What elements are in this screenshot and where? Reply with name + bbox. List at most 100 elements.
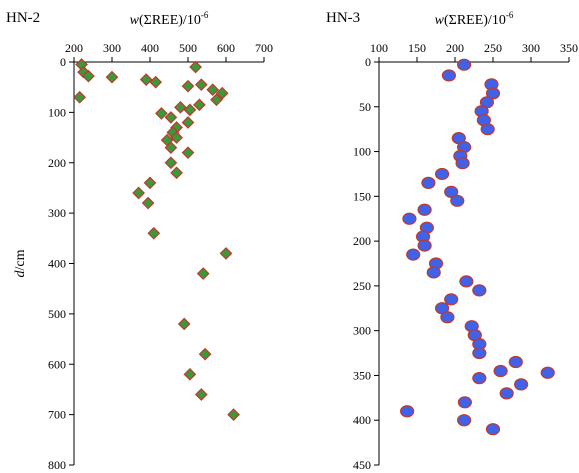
- data-point: [164, 141, 178, 154]
- data-point: [189, 60, 202, 74]
- x-tick-label: 700: [255, 41, 273, 55]
- data-point: [457, 414, 472, 427]
- y-tick-label: 300: [353, 324, 371, 338]
- data-point: [105, 70, 119, 84]
- data-point: [215, 86, 229, 100]
- x-tick-label: 350: [560, 41, 578, 55]
- data-point: [459, 275, 474, 288]
- y-tick-label: 350: [353, 368, 371, 382]
- data-point: [177, 317, 191, 331]
- data-point: [196, 267, 210, 280]
- data-point: [174, 100, 187, 114]
- data-point: [139, 73, 153, 86]
- data-point: [440, 311, 455, 324]
- x-axis-title: w(ΣREE)/10-6: [435, 10, 514, 28]
- data-point: [455, 157, 470, 170]
- data-point: [444, 293, 459, 306]
- x-tick-label: 200: [446, 41, 464, 55]
- data-point: [406, 248, 421, 261]
- y-tick-label: 700: [48, 408, 66, 422]
- data-point: [149, 75, 163, 89]
- data-point: [400, 405, 415, 418]
- data-point: [480, 123, 495, 136]
- data-point: [472, 372, 487, 385]
- data-point: [206, 83, 220, 97]
- data-point: [194, 78, 208, 92]
- data-point: [170, 131, 183, 144]
- data-point: [417, 203, 432, 216]
- data-point: [441, 69, 457, 82]
- data-point: [73, 90, 87, 104]
- data-point: [499, 387, 514, 400]
- y-tick-label: 50: [359, 100, 371, 114]
- data-point: [194, 388, 208, 401]
- x-tick-label: 300: [103, 41, 121, 55]
- x-tick-label: 600: [217, 41, 235, 55]
- data-point: [181, 79, 195, 93]
- data-point: [493, 364, 508, 378]
- data-point: [508, 355, 523, 369]
- data-point: [434, 167, 450, 181]
- data-point: [198, 347, 212, 361]
- data-point: [421, 176, 436, 189]
- y-tick-label: 500: [48, 307, 66, 321]
- x-tick-label: 500: [179, 41, 197, 55]
- data-point: [472, 346, 487, 360]
- data-point: [210, 93, 223, 107]
- data-point: [183, 103, 197, 117]
- data-point: [181, 146, 195, 160]
- x-axis-title: w(ΣREE)/10-6: [130, 10, 209, 28]
- data-point: [170, 166, 183, 180]
- y-tick-label: 800: [48, 458, 66, 472]
- y-tick-label: 600: [48, 357, 66, 371]
- panel-hn-2: HN-2 w(ΣREE)/10-6 200 300 400 500 600 700 0 100 20…: [6, 10, 273, 472]
- x-tick-label: 150: [408, 41, 426, 55]
- data-point: [417, 239, 432, 252]
- data-point: [485, 87, 501, 100]
- panel-hn-3: HN-3 w(ΣREE)/10-6 100 150 200 250 300 350 0 50 100…: [326, 10, 578, 472]
- data-point: [485, 423, 501, 436]
- y-tick-label: 150: [353, 189, 371, 203]
- data-point: [472, 284, 487, 297]
- data-point: [444, 185, 459, 198]
- y-tick-label: 0: [365, 55, 371, 69]
- data-point: [514, 378, 529, 391]
- y-tick-label: 0: [60, 55, 66, 69]
- data-point: [164, 156, 178, 170]
- y-tick-label: 400: [353, 413, 371, 427]
- data-point: [450, 194, 465, 207]
- data-point: [147, 226, 161, 240]
- y-tick-label: 300: [48, 206, 66, 220]
- data-point: [193, 98, 206, 112]
- panel-label: HN-2: [6, 10, 40, 26]
- y-axis-title: d/cm: [13, 249, 28, 277]
- data-point: [457, 396, 472, 409]
- y-tick-label: 250: [353, 279, 371, 293]
- y-tick-label: 200: [353, 234, 371, 248]
- x-tick-label: 100: [370, 41, 388, 55]
- data-point: [402, 212, 417, 225]
- y-tick-label: 450: [353, 458, 371, 472]
- x-tick-label: 300: [522, 41, 540, 55]
- data-point: [426, 266, 441, 279]
- y-tick-label: 200: [48, 156, 66, 170]
- data-point: [132, 186, 145, 200]
- data-point: [219, 247, 233, 260]
- data-point: [183, 367, 197, 381]
- data-point: [540, 366, 555, 379]
- y-tick-label: 100: [48, 105, 66, 119]
- data-point: [164, 111, 178, 124]
- data-point: [143, 176, 157, 190]
- data-point: [141, 196, 155, 210]
- panel-label: HN-3: [326, 10, 360, 26]
- data-point: [181, 116, 195, 129]
- data-point: [457, 58, 472, 71]
- data-point: [82, 69, 95, 83]
- y-tick-label: 100: [353, 145, 371, 159]
- x-tick-label: 200: [65, 41, 83, 55]
- y-tick-label: 400: [48, 257, 66, 271]
- x-tick-label: 250: [484, 41, 502, 55]
- data-point: [155, 107, 168, 120]
- x-tick-label: 400: [141, 41, 159, 55]
